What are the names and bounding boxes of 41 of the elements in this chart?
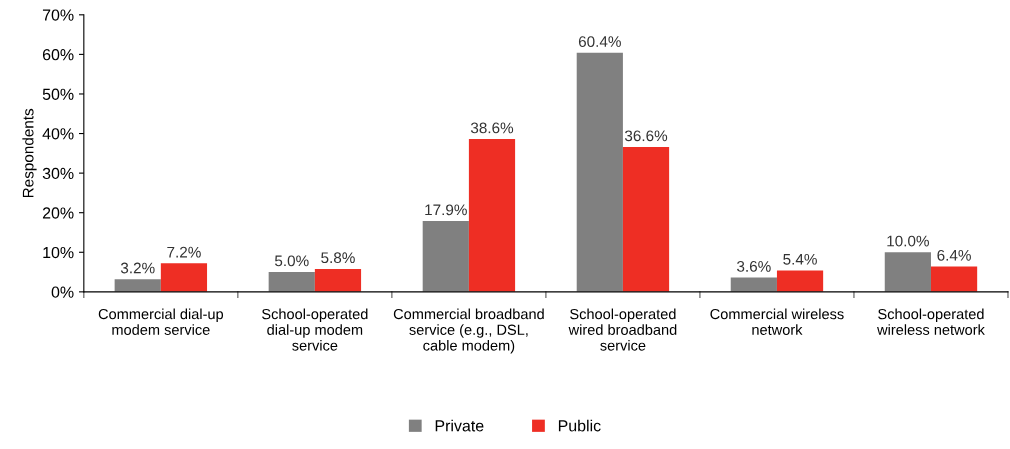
data-label: 10.0% [887, 235, 929, 247]
bar [884, 252, 931, 292]
bar [776, 270, 824, 292]
bar [114, 279, 161, 292]
data-label: 5.4% [783, 253, 817, 265]
bar [314, 268, 362, 292]
x-tick-label: School-operated dial-up modem service [262, 308, 368, 351]
data-label: 5.0% [274, 255, 309, 267]
y-tick-label: 30% [42, 167, 74, 180]
bar [468, 139, 516, 292]
y-tick-label: 20% [42, 207, 74, 219]
bar [930, 266, 978, 292]
bar [730, 277, 777, 292]
bar [160, 263, 208, 292]
x-tick-label: Commercial dial-up modem service [98, 308, 224, 335]
x-tick-label: School-operated wireless network [877, 308, 985, 335]
bar [268, 272, 315, 292]
legend-label: Public [558, 419, 601, 432]
legend-label: Private [435, 419, 484, 432]
x-tick-label: Commercial broadband service (e.g., DSL, cable modem) [393, 308, 544, 354]
data-label: 36.6% [624, 130, 668, 142]
y-tick-label: 70% [42, 9, 74, 21]
data-label: 3.6% [737, 260, 771, 272]
y-axis-title: Respondents [22, 108, 37, 198]
y-tick-label: 10% [43, 246, 74, 259]
bar [422, 221, 469, 292]
y-tick-label: 50% [42, 88, 74, 100]
x-tick-label: School-operated wired broadband service [568, 308, 677, 351]
y-tick-label: 0% [51, 286, 74, 298]
y-tick-label: 60% [42, 49, 74, 61]
bar [622, 147, 670, 292]
x-tick-label: Commercial wireless network [710, 308, 844, 335]
data-label: 6.4% [937, 249, 971, 261]
data-label: 38.6% [470, 122, 514, 134]
data-label: 60.4% [578, 36, 621, 48]
data-label: 5.8% [321, 252, 355, 264]
y-tick-label: 40% [42, 128, 74, 140]
data-label: 3.2% [120, 262, 155, 274]
bar [576, 52, 623, 292]
data-label: 17.9% [425, 204, 467, 216]
data-label: 7.2% [167, 246, 201, 258]
